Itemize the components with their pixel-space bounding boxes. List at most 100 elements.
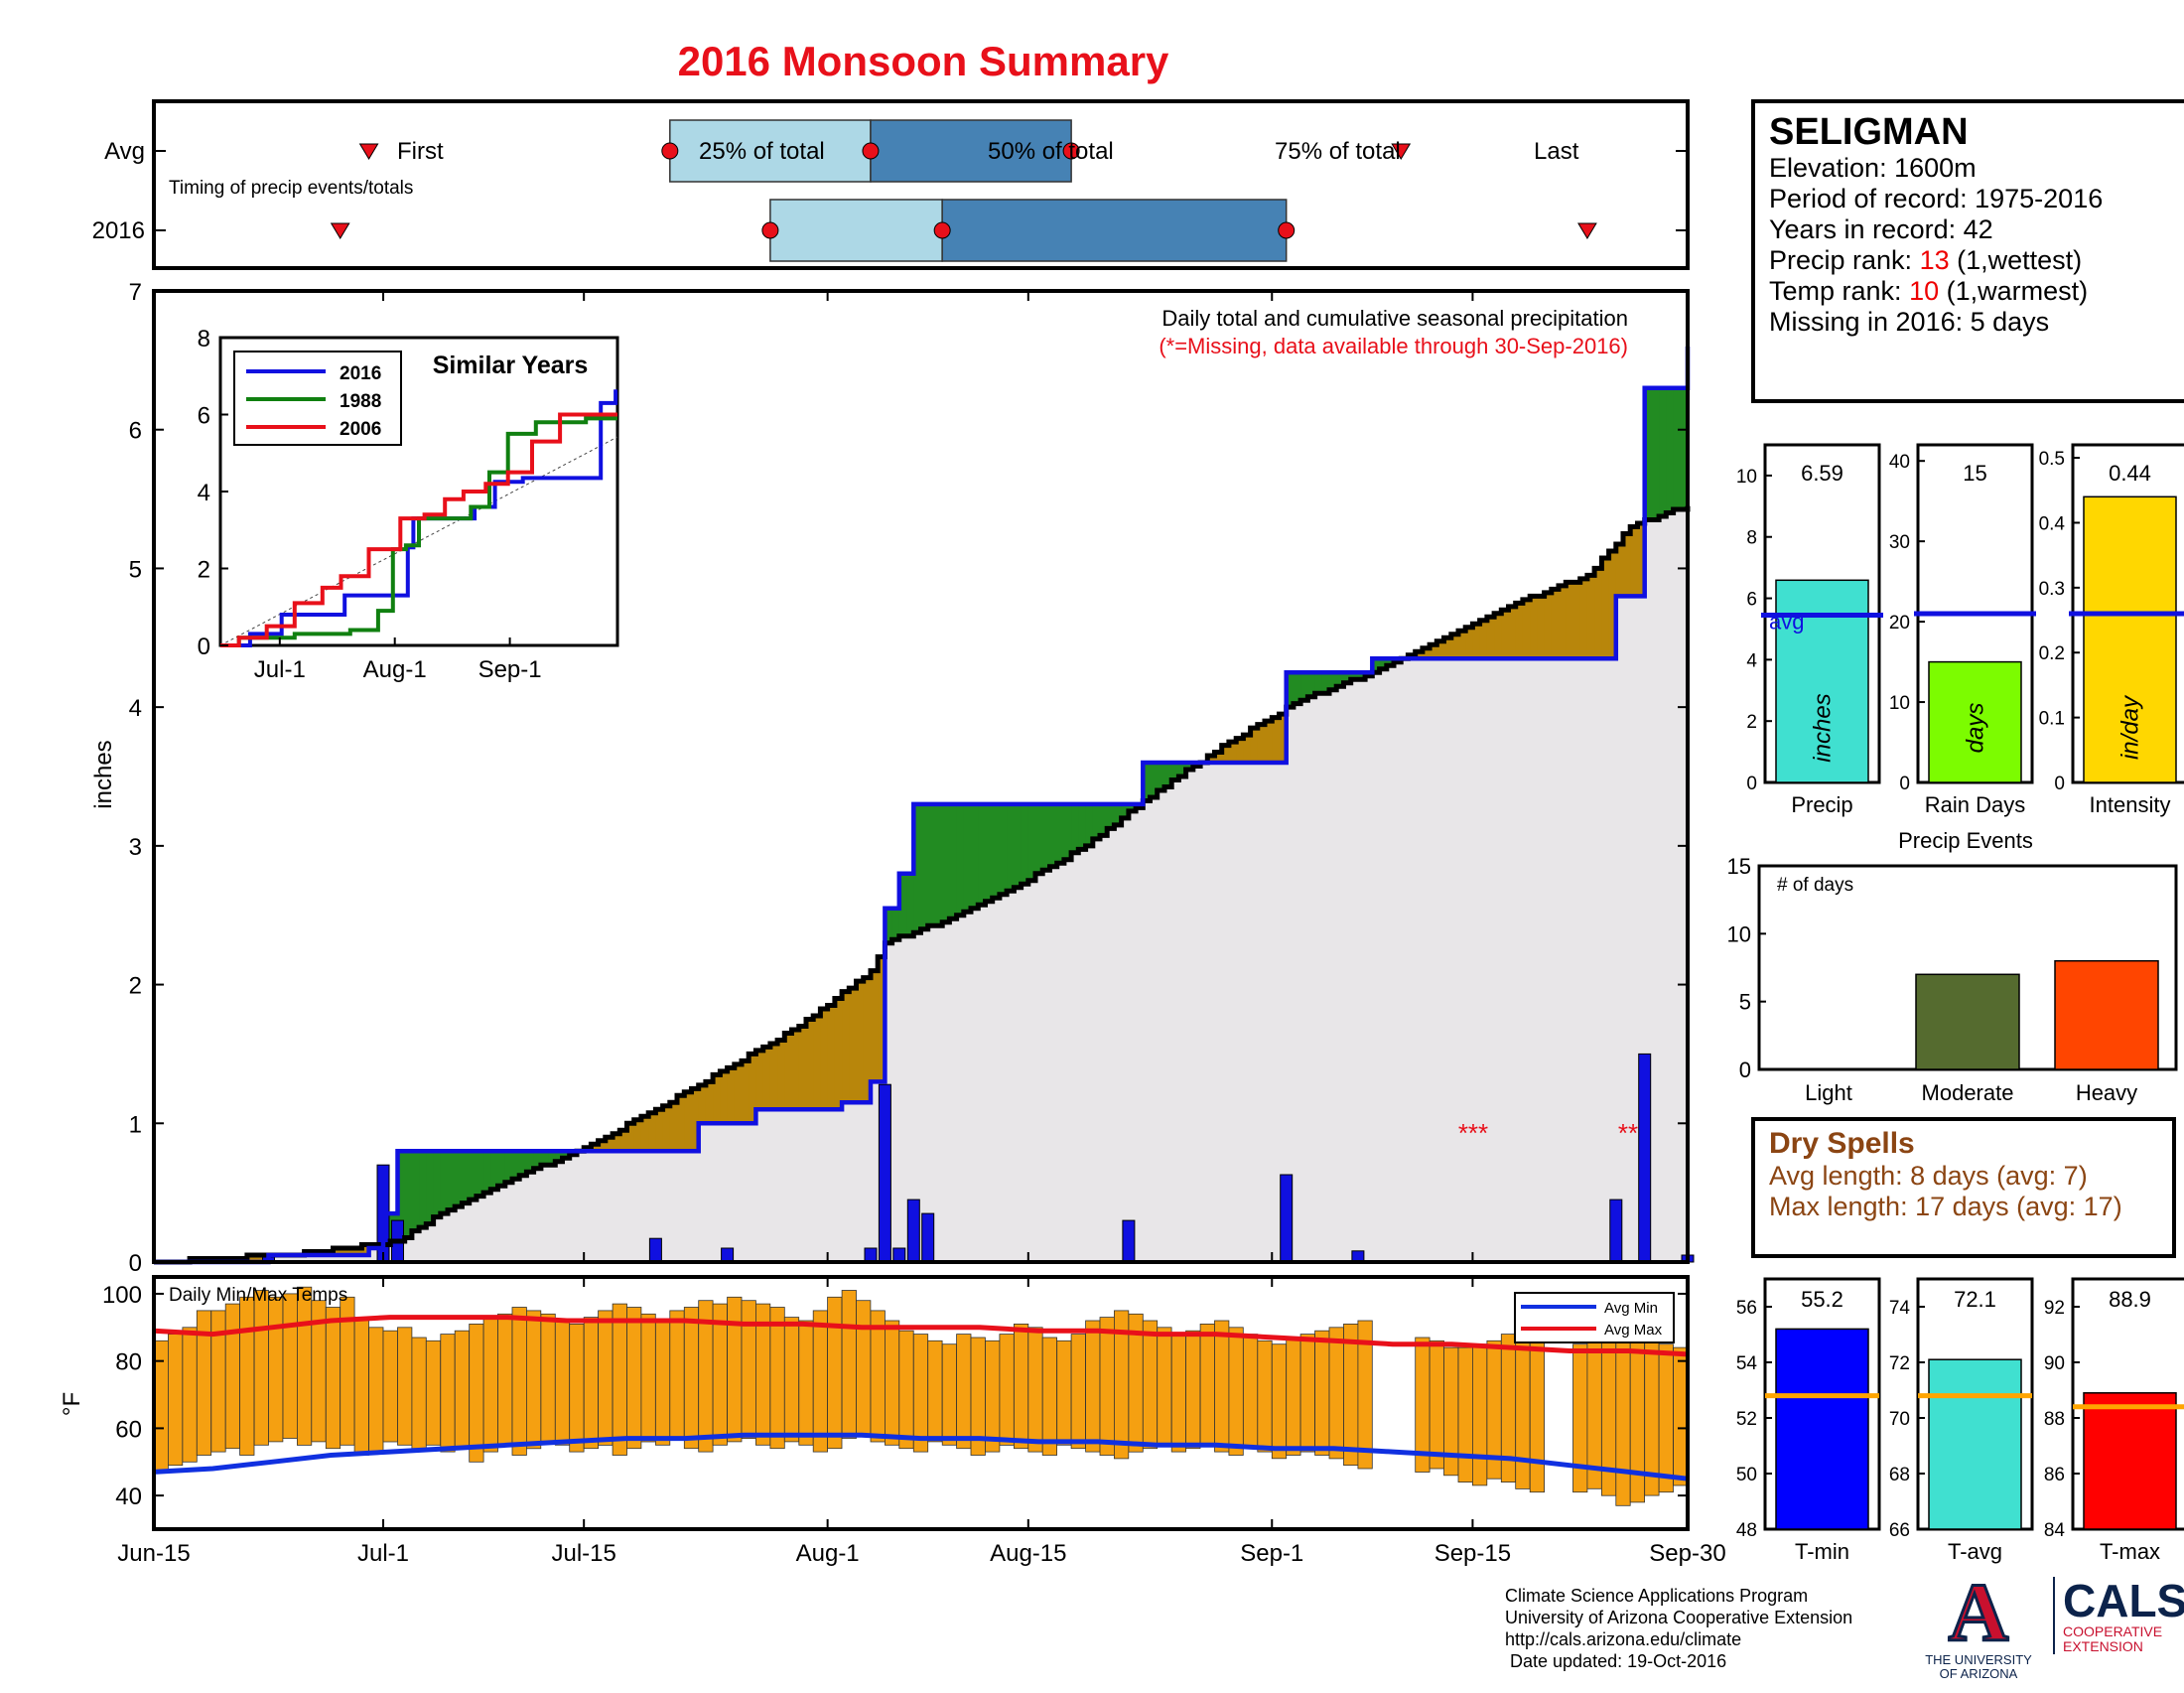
daily-temp-bar bbox=[482, 1317, 498, 1453]
below-avg-area bbox=[598, 1140, 607, 1152]
daily-temp-bar bbox=[182, 1327, 198, 1463]
above-avg-area bbox=[1007, 803, 1015, 892]
above-avg-area bbox=[1307, 672, 1316, 697]
above-avg-area bbox=[1150, 763, 1159, 797]
below-avg-area bbox=[1508, 606, 1517, 659]
below-avg-area bbox=[878, 956, 886, 1082]
below-avg-area bbox=[655, 1109, 664, 1152]
timing-2016-q25-marker bbox=[761, 221, 779, 239]
temp-summary-y-tick-label: 50 bbox=[1736, 1465, 1757, 1485]
daily-temp-bar bbox=[640, 1313, 656, 1443]
daily-temp-bar bbox=[397, 1327, 413, 1446]
below-avg-area bbox=[1228, 742, 1237, 764]
above-avg-area bbox=[1343, 672, 1352, 683]
credits-line4: Date updated: 19-Oct-2016 bbox=[1505, 1651, 1727, 1671]
above-avg-area bbox=[497, 1151, 506, 1187]
below-avg-area bbox=[1486, 617, 1495, 659]
above-avg-area bbox=[1128, 803, 1137, 811]
timing-q75-label: 75% of total bbox=[1275, 138, 1401, 165]
cals-logo: CALS COOPERATIVE EXTENSION bbox=[2053, 1577, 2184, 1654]
daily-temp-bar bbox=[1429, 1340, 1444, 1470]
above-avg-area bbox=[490, 1151, 499, 1190]
timing-last-label: Last bbox=[1534, 138, 1579, 165]
main-y-tick-label: 1 bbox=[129, 1111, 142, 1138]
temp-legend-box bbox=[1514, 1292, 1675, 1343]
daily-temp-bar bbox=[1257, 1340, 1273, 1453]
above-avg-area bbox=[455, 1151, 463, 1207]
below-avg-area bbox=[769, 1044, 778, 1110]
daily-precip-bar bbox=[906, 1199, 920, 1263]
timing-caption: Timing of precip events/totals bbox=[169, 178, 413, 199]
events-ylabel: # of days bbox=[1777, 875, 1853, 896]
daily-temp-bar bbox=[411, 1337, 427, 1450]
above-avg-area bbox=[1386, 658, 1395, 666]
university-of-arizona-logo: A THE UNIVERSITY OF ARIZONA bbox=[1924, 1570, 2033, 1681]
daily-precip-bar bbox=[878, 1083, 891, 1263]
below-avg-area bbox=[1615, 544, 1624, 597]
below-avg-area bbox=[633, 1119, 642, 1152]
summary-y-tick-label: 20 bbox=[1889, 613, 1910, 634]
below-avg-area bbox=[1515, 603, 1524, 659]
daily-temp-bar bbox=[1328, 1327, 1344, 1460]
below-avg-area bbox=[863, 977, 872, 1103]
above-avg-area bbox=[1293, 672, 1301, 704]
daily-temp-bar bbox=[497, 1313, 513, 1446]
credits-line3[interactable]: http://cals.arizona.edu/climate bbox=[1505, 1629, 1742, 1649]
credits-line1: Climate Science Applications Program bbox=[1505, 1586, 1809, 1606]
below-avg-area bbox=[1586, 575, 1595, 659]
temp-summary-value: 55.2 bbox=[1801, 1287, 1843, 1312]
above-avg-area bbox=[949, 803, 958, 919]
below-avg-area bbox=[755, 1050, 764, 1110]
below-avg-area bbox=[340, 1248, 348, 1255]
below-avg-area bbox=[820, 1009, 829, 1110]
above-avg-area bbox=[1056, 803, 1065, 864]
above-avg-area bbox=[885, 908, 893, 943]
daily-temp-bar bbox=[626, 1307, 642, 1450]
avg-min-line bbox=[153, 1432, 1689, 1481]
below-avg-area bbox=[333, 1248, 341, 1255]
dry-spells-max: Max length: 17 days (avg: 17) bbox=[1769, 1192, 2122, 1221]
avg-cumulative-line bbox=[154, 505, 1691, 1265]
above-avg-area bbox=[504, 1151, 513, 1183]
below-avg-area bbox=[1630, 526, 1638, 597]
daily-temp-bar bbox=[511, 1307, 527, 1456]
summary-avg-label: avg bbox=[1769, 610, 1804, 635]
temp-summary-y-tick-label: 90 bbox=[2044, 1353, 2065, 1374]
temp-summary-y-tick-label: 72 bbox=[1889, 1353, 1910, 1374]
daily-temp-bar bbox=[268, 1296, 284, 1443]
daily-temp-bar bbox=[1515, 1327, 1531, 1489]
daily-temp-bar bbox=[669, 1310, 685, 1440]
below-avg-area bbox=[1422, 647, 1431, 659]
daily-temp-bar bbox=[454, 1330, 471, 1450]
above-avg-area bbox=[1171, 763, 1179, 780]
summary-y-tick-label: 30 bbox=[1889, 532, 1910, 553]
daily-temp-bar bbox=[1185, 1330, 1201, 1450]
above-avg-area bbox=[533, 1151, 542, 1169]
daily-temp-bar bbox=[1299, 1334, 1315, 1453]
daily-temp-bar bbox=[598, 1310, 614, 1446]
missing-marker-1: *** bbox=[1458, 1118, 1488, 1148]
daily-temp-bar bbox=[1014, 1324, 1029, 1450]
summary-value: 15 bbox=[1963, 461, 1986, 486]
daily-precip-bar bbox=[864, 1247, 878, 1263]
below-avg-area bbox=[1601, 558, 1610, 659]
daily-temp-bar bbox=[1214, 1320, 1230, 1453]
summary-y-tick-label: 0 bbox=[2054, 774, 2065, 794]
above-avg-area bbox=[1357, 672, 1366, 680]
timing-q50-label: 50% of total bbox=[988, 138, 1114, 165]
summary-y-tick-label: 10 bbox=[1889, 693, 1910, 714]
date-x-tick-label: Jul-1 bbox=[357, 1540, 409, 1567]
main-y-tick-label: 7 bbox=[129, 279, 142, 306]
inset-legend-1988: 1988 bbox=[340, 391, 381, 412]
station-missing: Missing in 2016: 5 days bbox=[1769, 307, 2050, 337]
daily-temp-bar bbox=[683, 1307, 700, 1450]
below-avg-area bbox=[842, 991, 850, 1103]
events-title: Precip Events bbox=[1898, 828, 2033, 853]
inset-x-tick-label: Jul-1 bbox=[254, 656, 306, 683]
timing-panel: Avg 2016 Timing of precip events/totals … bbox=[92, 99, 1690, 270]
daily-temp-bar bbox=[239, 1296, 255, 1456]
below-avg-area bbox=[798, 1026, 807, 1110]
below-avg-area bbox=[605, 1137, 614, 1152]
daily-temp-bar bbox=[769, 1307, 785, 1450]
summary-y-tick-label: 2 bbox=[1746, 712, 1757, 733]
